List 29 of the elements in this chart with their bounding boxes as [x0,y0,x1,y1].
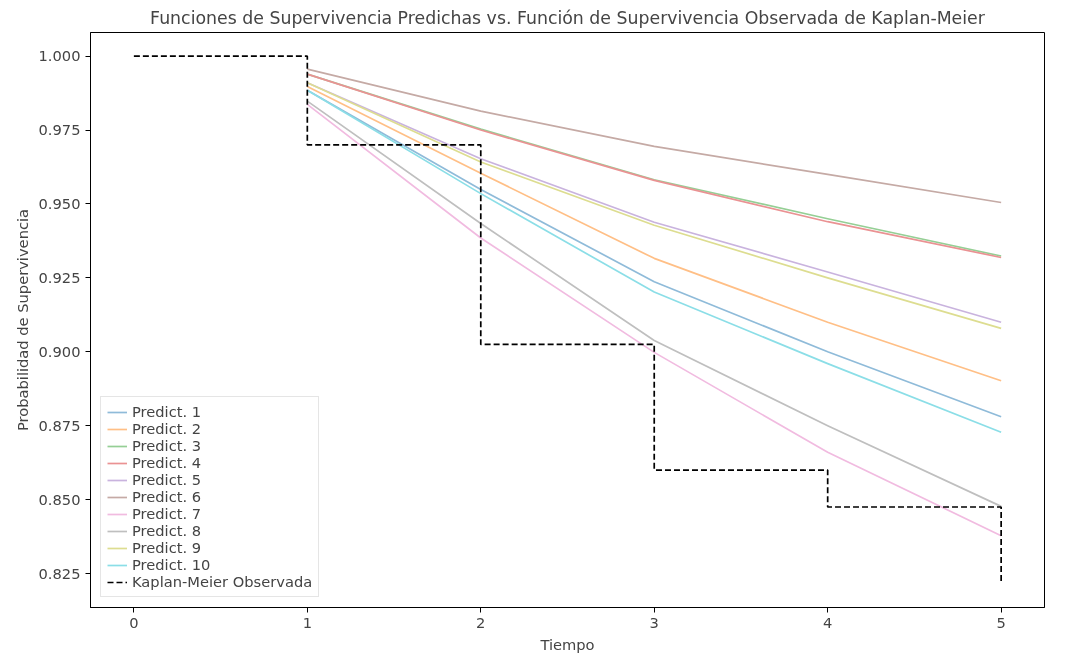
legend-label: Predict. 8 [132,522,202,539]
line-series [306,68,1002,204]
legend-label: Predict. 6 [132,488,202,505]
x-tick-label: 1 [302,613,312,631]
y-tick-label: 0.975 [38,121,81,139]
y-tick-label: 0.925 [38,268,81,286]
x-tick-label: 0 [129,613,139,631]
x-tick-label: 5 [996,613,1006,631]
legend-label: Predict. 2 [132,420,202,437]
x-tick-label: 2 [476,613,486,631]
legend-label: Predict. 7 [132,505,202,522]
legend-label: Predict. 3 [132,437,202,454]
legend-label: Predict. 1 [132,403,202,420]
chart-title: Funciones de Supervivencia Predichas vs. Función de Supervivencia Observada de Kaplan-Meier [150,7,986,28]
y-tick-label: 0.900 [38,342,81,360]
x-tick-label: 3 [649,613,659,631]
legend-label: Kaplan-Meier Observada [132,573,313,590]
y-tick-label: 1.000 [38,47,81,65]
x-axis-title: Tiempo [539,635,595,653]
legend-label: Predict. 4 [132,454,202,471]
legend-label: Predict. 10 [132,556,211,573]
y-axis-title: Probabilidad de Supervivencia [13,208,31,432]
y-tick-label: 0.825 [38,564,81,582]
y-tick-label: 0.950 [38,194,81,212]
legend-label: Predict. 9 [132,539,202,556]
y-tick-label: 0.850 [38,490,81,508]
legend-label: Predict. 5 [132,471,202,488]
x-tick-label: 4 [823,613,833,631]
y-tick-label: 0.875 [38,416,81,434]
